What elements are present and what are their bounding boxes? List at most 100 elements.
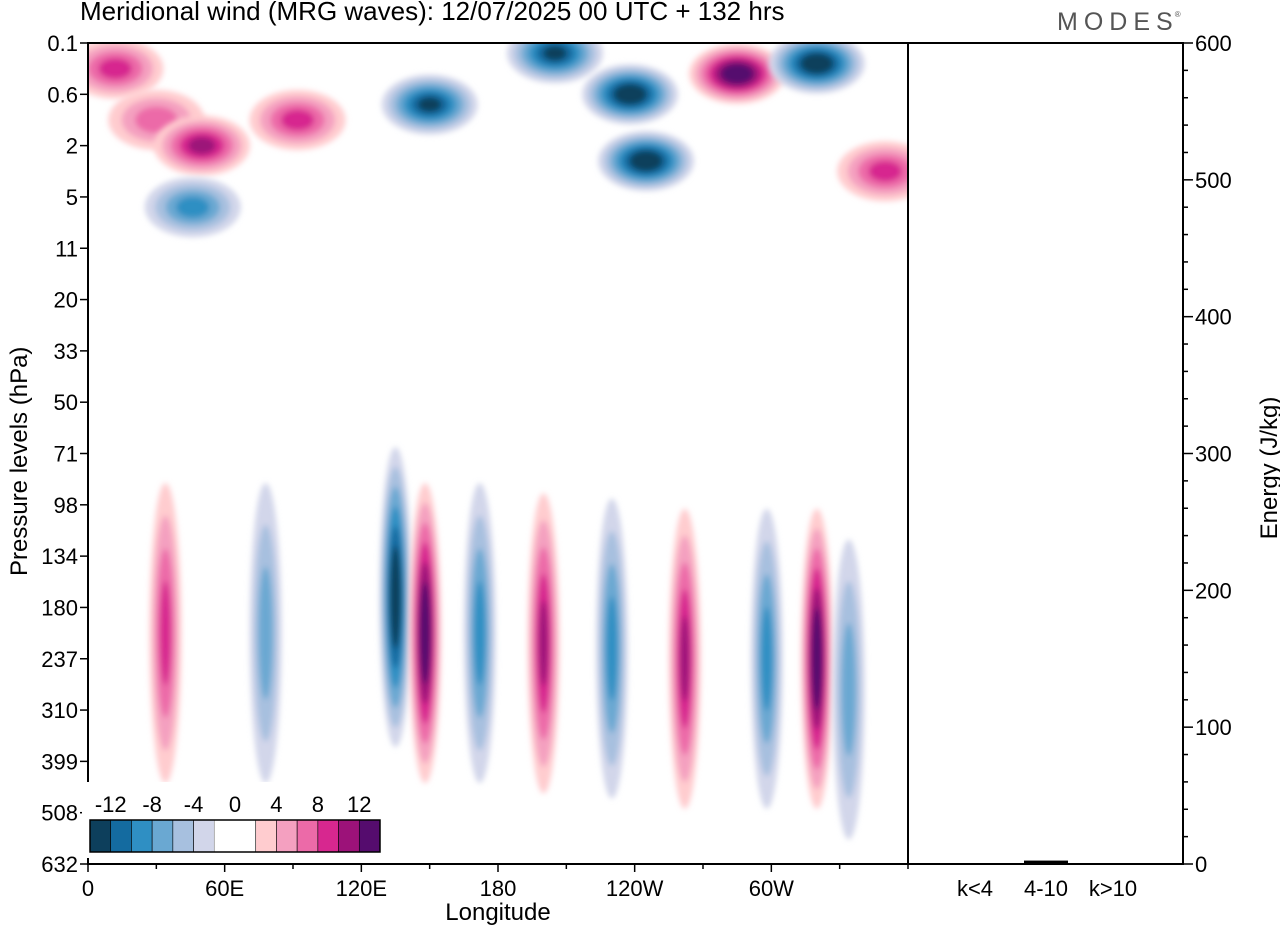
y-tick-label: 0.6 bbox=[47, 82, 78, 107]
contour-band bbox=[841, 622, 856, 757]
contour-band bbox=[159, 580, 172, 686]
wave-feature-19 bbox=[595, 498, 628, 799]
energy-category-label: 4-10 bbox=[1024, 876, 1068, 901]
energy-category-label: k>10 bbox=[1089, 876, 1137, 901]
y-tick-label: 0.1 bbox=[47, 31, 78, 56]
contour-band bbox=[418, 97, 442, 112]
colorbar-label: 12 bbox=[347, 792, 371, 817]
brand-logo: MODES® bbox=[1057, 8, 1185, 37]
heatmap-field bbox=[88, 43, 908, 864]
contour-band bbox=[474, 580, 486, 686]
colorbar: -12 -8 -4 0 4 8 12 bbox=[82, 782, 386, 858]
wave-feature-16 bbox=[409, 483, 442, 784]
contour-band bbox=[176, 196, 210, 218]
y-tick-label: 5 bbox=[66, 185, 78, 210]
energy-category-label: k<4 bbox=[957, 876, 993, 901]
wave-feature-10 bbox=[689, 43, 786, 104]
y-tick-label: 33 bbox=[54, 339, 78, 364]
wave-feature-6 bbox=[381, 74, 478, 135]
energy-bar bbox=[1091, 863, 1135, 864]
x-tick-label: 120W bbox=[606, 876, 664, 901]
colorbar-swatch bbox=[193, 819, 215, 853]
wave-feature-17 bbox=[463, 483, 496, 784]
contour-band bbox=[606, 596, 618, 701]
x-tick-label: 0 bbox=[82, 876, 94, 901]
colorbar-swatch bbox=[296, 819, 319, 853]
y-tick-label: 20 bbox=[54, 288, 78, 313]
y-tick-label: 632 bbox=[41, 852, 78, 877]
energy-bar bbox=[953, 863, 997, 864]
x-tick-label: 180 bbox=[480, 876, 517, 901]
contour-band bbox=[280, 109, 315, 131]
colorbar-label: -4 bbox=[184, 792, 204, 817]
energy-tick-label: 200 bbox=[1195, 578, 1232, 603]
x-tick-label: 120E bbox=[336, 876, 387, 901]
colorbar-swatch bbox=[131, 819, 153, 853]
y-tick-label: 71 bbox=[54, 442, 78, 467]
contour-band bbox=[392, 565, 399, 629]
colorbar-swatch bbox=[89, 819, 112, 853]
energy-tick-label: 0 bbox=[1195, 852, 1207, 877]
contour-band bbox=[635, 154, 657, 168]
x-tick-label: 60W bbox=[749, 876, 794, 901]
wave-feature-3 bbox=[153, 115, 250, 176]
wave-feature-15 bbox=[379, 447, 412, 748]
x-tick-label: 60E bbox=[205, 876, 244, 901]
wave-feature-7 bbox=[506, 43, 603, 84]
y-tick-label: 98 bbox=[54, 493, 78, 518]
energy-panel: 0 100 200 300 400 500 600 k<4 4-10 k>10 bbox=[907, 31, 1232, 901]
contour-band bbox=[806, 57, 827, 70]
wave-feature-21 bbox=[750, 508, 783, 809]
contour-band bbox=[538, 600, 549, 687]
colorbar-swatch bbox=[214, 820, 235, 852]
colorbar-swatch bbox=[276, 819, 298, 853]
energy-frame bbox=[907, 42, 1184, 865]
energy-tick-label: 400 bbox=[1195, 305, 1232, 330]
contour-band bbox=[421, 601, 429, 665]
colorbar-label: -8 bbox=[142, 792, 162, 817]
y-tick-label: 50 bbox=[54, 390, 78, 415]
energy-axis-label: Energy (J/kg) bbox=[1256, 396, 1280, 540]
wave-feature-14 bbox=[249, 483, 282, 784]
energy-tick-label: 100 bbox=[1195, 715, 1232, 740]
colorbar-swatch bbox=[338, 819, 360, 853]
colorbar-label: 8 bbox=[312, 792, 324, 817]
contour-band bbox=[543, 45, 567, 61]
longitude-axis: 0 60E 120E 180 120W 60W bbox=[82, 864, 909, 901]
y-tick-label: 399 bbox=[41, 749, 78, 774]
energy-tick-label: 300 bbox=[1195, 442, 1232, 467]
pressure-axis: 0.1 0.6 2 5 11 20 33 50 71 98 134 180 237 310 399 508 63… bbox=[41, 31, 88, 877]
y-tick-label: 180 bbox=[41, 595, 78, 620]
colorbar-swatch bbox=[235, 820, 256, 852]
contour-band bbox=[761, 606, 773, 711]
colorbar-label: 4 bbox=[270, 792, 282, 817]
y-tick-label: 11 bbox=[55, 236, 78, 261]
colorbar-frame bbox=[89, 819, 381, 853]
contour-band bbox=[813, 627, 821, 691]
contour-band bbox=[98, 58, 133, 80]
contour-band bbox=[868, 160, 902, 182]
wave-feature-18 bbox=[527, 493, 560, 794]
y-tick-label: 237 bbox=[41, 647, 78, 672]
contour-band bbox=[188, 137, 216, 155]
colorbar-swatch bbox=[317, 819, 339, 853]
wave-feature-4 bbox=[249, 89, 346, 150]
x-axis-label: Longitude bbox=[445, 899, 551, 926]
energy-tick-label: 600 bbox=[1195, 31, 1232, 56]
wave-feature-8 bbox=[582, 64, 679, 125]
brand-mark: ® bbox=[1174, 10, 1181, 19]
contour-band bbox=[727, 67, 748, 81]
colorbar-swatch bbox=[110, 819, 132, 853]
contour-band bbox=[620, 87, 641, 101]
y-tick-label: 2 bbox=[66, 134, 78, 159]
y-tick-label: 310 bbox=[41, 698, 78, 723]
wave-feature-5 bbox=[144, 177, 241, 238]
y-tick-label: 508 bbox=[41, 801, 78, 826]
wave-feature-23 bbox=[832, 539, 865, 840]
colorbar-swatch bbox=[151, 819, 174, 853]
wave-feature-20 bbox=[668, 508, 701, 809]
colorbar-label: -12 bbox=[95, 792, 127, 817]
wave-feature-12 bbox=[837, 141, 908, 202]
y-axis-label: Pressure levels (hPa) bbox=[6, 346, 33, 576]
